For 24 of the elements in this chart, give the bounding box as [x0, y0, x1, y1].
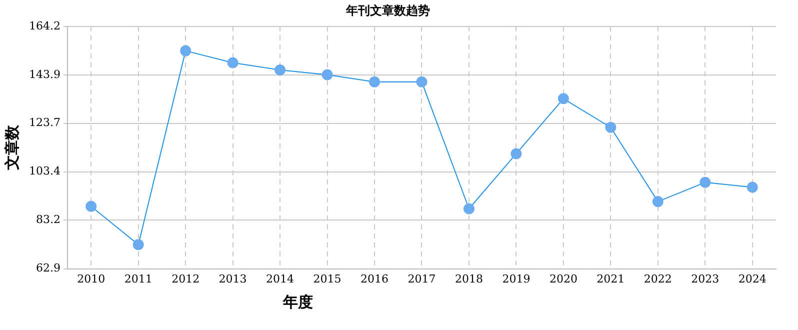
y-tick-label: 123.7 [28, 116, 60, 130]
x-tick-label: 2021 [596, 272, 625, 286]
x-tick-label: 2010 [77, 272, 106, 286]
x-tick-label: 2018 [454, 272, 483, 286]
chart-title: 年刊文章数趋势 [345, 3, 430, 18]
x-tick-label: 2011 [124, 272, 152, 286]
x-tick-label: 2022 [644, 272, 672, 286]
x-tick-label: 2013 [218, 272, 247, 286]
y-tick-label: 83.2 [36, 213, 60, 226]
y-axis-title: 文章数 [2, 124, 21, 172]
x-tick-label: 2014 [266, 272, 294, 286]
x-tick-label: 2023 [691, 272, 720, 286]
y-tick-label: 103.4 [28, 164, 60, 178]
y-tick-label: 62.9 [36, 262, 60, 275]
x-axis-title: 年度 [282, 292, 313, 311]
y-tick-label: 143.9 [28, 68, 60, 81]
x-tick-label: 2017 [408, 272, 436, 286]
x-tick-label: 2020 [549, 272, 578, 286]
x-tick-label: 2015 [313, 272, 342, 286]
x-tick-label: 2016 [360, 272, 389, 286]
x-tick-label: 2019 [502, 272, 530, 286]
x-tick-label: 2012 [172, 272, 200, 286]
y-tick-label: 164.2 [28, 19, 60, 32]
x-tick-label: 2024 [738, 272, 766, 286]
